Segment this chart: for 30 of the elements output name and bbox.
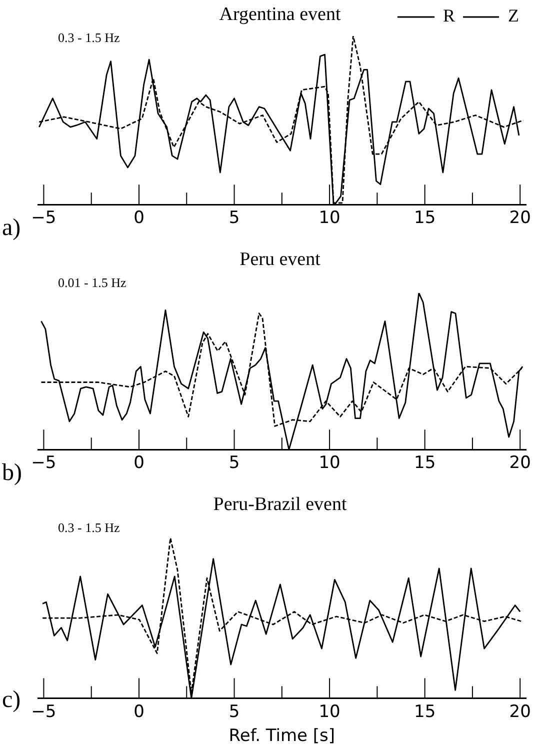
x-tick-label: −5 bbox=[31, 453, 56, 474]
x-tick-label: 20 bbox=[509, 208, 531, 228]
x-tick-label: 15 bbox=[414, 208, 436, 228]
text: c) bbox=[2, 687, 21, 714]
x-tick-label: 15 bbox=[414, 453, 436, 474]
text: 0.01 - 1.5 Hz bbox=[58, 275, 126, 291]
chart-title: Peru-Brazil event bbox=[212, 494, 348, 516]
x-tick-label: 10 bbox=[318, 208, 340, 228]
x-axis-title: Ref. Time [s] bbox=[228, 726, 336, 746]
chart-title: Argentina event bbox=[218, 4, 342, 26]
x-tick-label: 0 bbox=[134, 702, 144, 722]
text: 0.3 - 1.5 Hz bbox=[58, 520, 120, 536]
x-tick-label: 20 bbox=[509, 453, 531, 474]
legend-label: R bbox=[443, 6, 456, 26]
x-tick-label: −5 bbox=[31, 208, 56, 228]
x-tick-label: 5 bbox=[228, 453, 240, 474]
legend-label: Z bbox=[508, 6, 520, 26]
x-tick-label: 0 bbox=[134, 453, 144, 474]
x-tick-label: 20 bbox=[509, 702, 531, 722]
chart-title: Peru event bbox=[238, 249, 322, 271]
x-tick-label: 5 bbox=[228, 702, 240, 722]
x-tick-label: −5 bbox=[31, 702, 56, 722]
text: b) bbox=[2, 460, 22, 487]
annotation: 0.3 - 1.5 Hz bbox=[58, 30, 120, 46]
x-tick-label: 15 bbox=[414, 702, 436, 722]
x-tick-label: 10 bbox=[318, 702, 340, 722]
x-tick-label: 5 bbox=[228, 208, 240, 228]
x-tick-label: 0 bbox=[134, 208, 144, 228]
x-tick-label: 10 bbox=[318, 453, 340, 474]
text: a) bbox=[2, 215, 21, 242]
